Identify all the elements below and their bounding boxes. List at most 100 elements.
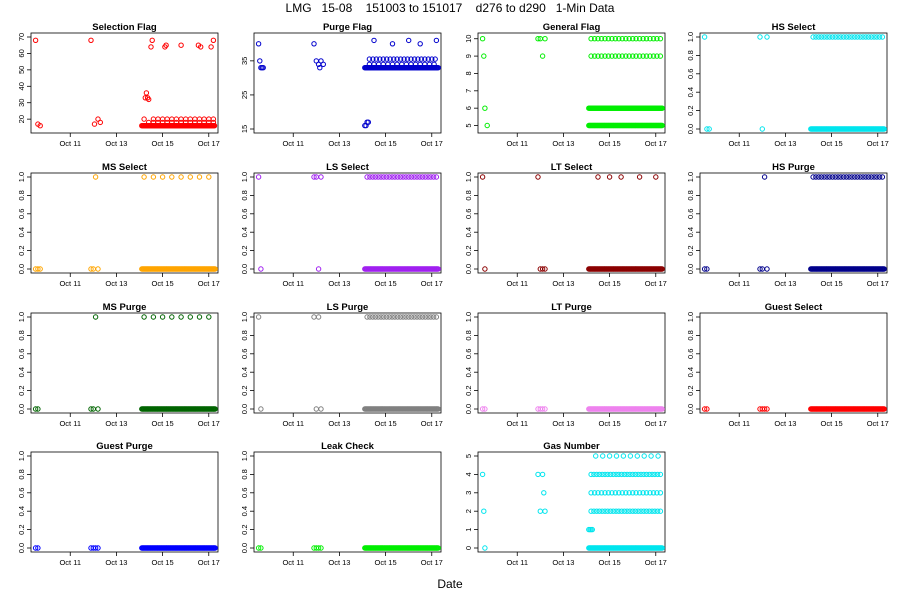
panel-title: LT Select: [551, 162, 593, 173]
data-point: [630, 53, 636, 59]
data-point: [650, 36, 657, 42]
y-tick-label: 0.4: [686, 87, 695, 97]
x-tick-label: Oct 13: [552, 279, 574, 288]
panel-hs-purge: HS Purge 0.0 0.2 0.4 0.6 0.8 1.0 Oct 11 Oct 13 Oc…: [686, 162, 889, 288]
x-tick-label: Oct 11: [506, 279, 528, 288]
data-point: [618, 471, 625, 478]
plot-frame: [699, 312, 888, 414]
data-point: [414, 174, 420, 180]
data-point: [640, 53, 646, 59]
data-point: [596, 508, 603, 514]
y-tick-label: 0.8: [240, 190, 249, 200]
data-point: [616, 508, 622, 514]
y-tick-label: 1.0: [17, 451, 26, 461]
data-point: [484, 122, 490, 129]
x-tick-label: Oct 15: [821, 139, 843, 148]
plot-frame: [253, 312, 442, 414]
data-point: [650, 490, 657, 496]
data-point: [602, 53, 608, 59]
data-point: [838, 174, 844, 180]
panel-hs-select: HS Select 0.0 0.2 0.4 0.6 0.8 1.0 Oct 11 Oct 13 O…: [686, 22, 889, 148]
data-point: [602, 471, 608, 478]
data-point: [606, 174, 613, 180]
data-point: [370, 174, 376, 180]
data-point: [212, 545, 218, 551]
x-tick-label: Oct 11: [506, 419, 528, 428]
data-point: [865, 174, 872, 180]
data-point: [95, 406, 101, 412]
x-tick-label: Oct 17: [198, 279, 220, 288]
data-point: [482, 266, 488, 272]
x-tick-label: Oct 13: [774, 279, 796, 288]
data-point: [411, 314, 417, 320]
data-point: [386, 174, 392, 180]
data-point: [591, 508, 597, 514]
data-point: [647, 53, 653, 59]
data-point: [37, 266, 43, 272]
data-point: [649, 508, 655, 514]
data-point: [609, 490, 615, 496]
data-point: [208, 44, 214, 50]
y-tick-label: 0.0: [464, 264, 473, 274]
y-tick-label: 1.0: [240, 451, 249, 461]
data-point: [635, 471, 641, 478]
data-point: [159, 174, 166, 180]
data-point: [591, 36, 598, 42]
panel-title: LS Purge: [327, 302, 369, 313]
y-tick-label: 0.8: [686, 190, 695, 200]
y-tick-label: 0.2: [686, 245, 695, 255]
data-point: [150, 314, 157, 320]
data-point: [394, 174, 401, 180]
data-point: [425, 56, 431, 62]
data-point: [397, 174, 404, 180]
data-point: [595, 36, 601, 42]
data-point: [630, 508, 636, 514]
data-point: [610, 508, 616, 514]
data-point: [588, 53, 594, 59]
x-tick-label: Oct 11: [282, 139, 304, 148]
data-point: [535, 36, 541, 42]
y-tick-label: 50: [17, 66, 26, 74]
data-point: [816, 174, 822, 180]
panel-gas-number: Gas Number 0 1 2 3 4 5 Oct 11 Oct 13 Oct 15 Oct 17: [464, 441, 667, 567]
data-point: [372, 174, 379, 180]
y-tick-label: 0.8: [464, 190, 473, 200]
plot-frame: [30, 312, 219, 414]
data-point: [627, 471, 633, 478]
data-point: [373, 56, 380, 62]
data-point: [403, 174, 409, 180]
plot-frame: [477, 451, 666, 553]
x-tick-label: Oct 15: [152, 558, 174, 567]
data-point: [652, 471, 658, 478]
data-point: [431, 61, 437, 68]
y-tick-label: 15: [240, 125, 249, 133]
data-point: [206, 314, 212, 320]
data-point: [835, 34, 841, 40]
data-point: [542, 36, 548, 42]
y-tick-label: 2: [464, 509, 473, 513]
data-point: [315, 545, 322, 551]
y-tick-label: 35: [240, 57, 249, 65]
chart-main-title: LMG 15-08 151003 to 151017 d276 to d290 …: [285, 1, 615, 15]
data-point: [654, 471, 661, 478]
panel-title: Purge Flag: [323, 22, 372, 33]
data-point: [761, 406, 768, 412]
data-point: [92, 545, 99, 551]
data-point: [397, 314, 404, 320]
data-point: [623, 490, 629, 496]
data-point: [764, 34, 770, 40]
plot-frame: [253, 451, 442, 553]
data-point: [843, 34, 850, 40]
data-point: [643, 508, 650, 514]
y-tick-label: 5: [464, 123, 473, 127]
x-tick-label: Oct 11: [59, 279, 81, 288]
data-point: [606, 453, 613, 459]
data-point: [178, 42, 184, 48]
y-tick-label: 0.6: [686, 349, 695, 359]
y-tick-label: 0.2: [464, 245, 473, 255]
data-point: [635, 508, 641, 514]
data-point: [258, 266, 264, 272]
data-point: [860, 34, 866, 40]
x-tick-label: Oct 13: [774, 139, 796, 148]
data-point: [311, 41, 317, 47]
